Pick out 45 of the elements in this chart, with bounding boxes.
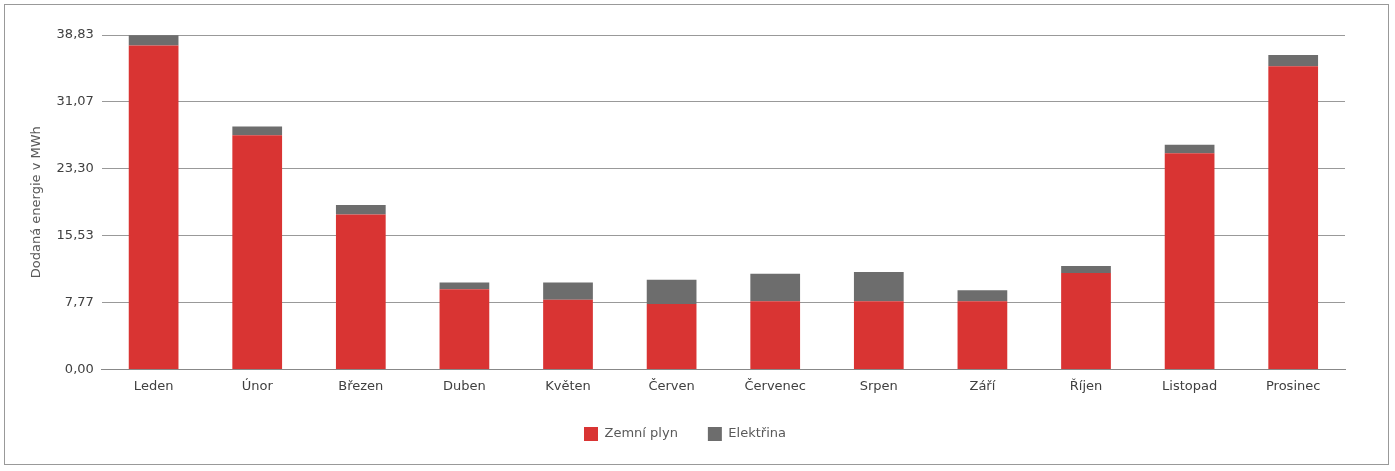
x-tick-label: Prosinec — [1266, 377, 1321, 393]
bar — [439, 289, 490, 369]
bar — [646, 303, 697, 369]
bar — [128, 45, 179, 369]
bar — [543, 299, 593, 369]
x-tick-label: Květen — [545, 377, 591, 393]
bar — [1164, 153, 1215, 369]
bar — [232, 126, 283, 136]
x-tick-label: Červen — [648, 377, 695, 393]
bar — [853, 301, 904, 369]
x-tick-label: Březen — [338, 377, 384, 393]
x-tick-label: Červenec — [744, 377, 806, 393]
x-tick-label: Srpen — [859, 377, 898, 393]
bar — [1164, 144, 1215, 154]
x-tick-label: Září — [969, 377, 996, 393]
y-tick-label: 31,07 — [56, 93, 94, 109]
y-tick-label: 7,77 — [64, 293, 94, 309]
bar — [957, 290, 1008, 302]
legend-label: Elektřina — [728, 425, 786, 441]
x-tick-label: Leden — [133, 377, 174, 393]
bar — [646, 279, 697, 304]
bar — [1268, 55, 1319, 67]
legend-label: Zemní plyn — [604, 425, 678, 441]
bar — [335, 204, 386, 215]
bar — [543, 282, 593, 300]
x-tick-label: Říjen — [1069, 377, 1103, 393]
bar — [957, 301, 1008, 369]
y-tick-label: 23,30 — [56, 160, 94, 176]
bar — [128, 35, 179, 46]
bar — [1268, 66, 1319, 369]
bar — [1061, 272, 1111, 369]
bar — [1061, 266, 1111, 273]
x-tick-label: Duben — [443, 377, 486, 393]
y-tick-label: 38,83 — [56, 26, 94, 42]
bar — [232, 135, 283, 369]
y-tick-label: 15,53 — [56, 227, 94, 243]
bar — [853, 272, 904, 302]
y-axis-title: Dodaná energie v MWh — [28, 126, 44, 279]
bar — [335, 214, 386, 369]
x-tick-label: Listopad — [1162, 377, 1218, 393]
bar — [750, 301, 801, 369]
bar — [439, 282, 490, 290]
y-tick-label: 0,00 — [64, 360, 94, 376]
bar — [750, 273, 801, 302]
x-tick-label: Únor — [241, 377, 274, 393]
